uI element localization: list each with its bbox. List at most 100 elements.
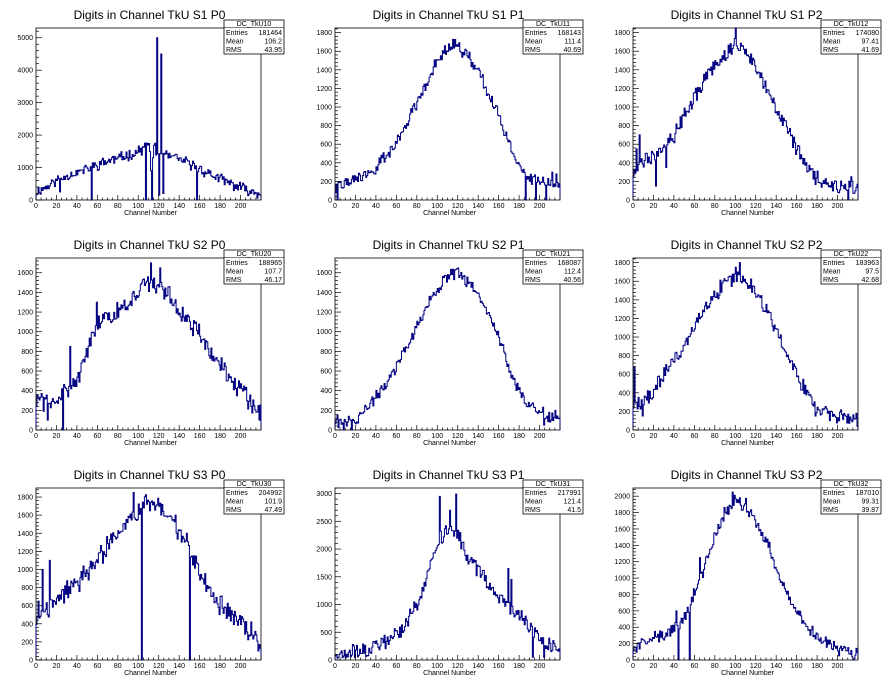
y-tick-label: 1800	[614, 510, 630, 517]
stats-mean-label: Mean	[823, 269, 841, 276]
y-tick-label: 1000	[17, 329, 33, 336]
x-tick-label: 180	[214, 433, 226, 440]
x-tick-label: 140	[173, 663, 185, 670]
x-tick-label: 120	[452, 203, 464, 210]
histogram-series-line	[632, 262, 859, 430]
stats-box-frame	[820, 249, 882, 285]
stats-entries-value: 183963	[856, 260, 879, 267]
x-tick-label: 120	[153, 663, 165, 670]
stats-box: DC_TkU30 Entries 204992 Mean 101.9 RMS 47.49	[223, 479, 285, 515]
y-tick-label: 400	[21, 621, 33, 628]
x-tick-label: 0	[631, 433, 635, 440]
y-tick-label: 600	[618, 372, 630, 379]
x-tick-label: 160	[493, 433, 505, 440]
histogram-pad: Digits in Channel TkU S2 P2 0 20 40 60 80 100 1…	[614, 238, 882, 447]
histogram-pad: Digits in Channel TkU S3 P1 0 20 40 60 80 100 1…	[316, 468, 584, 677]
y-tick-label: 1000	[17, 567, 33, 574]
x-tick-label: 160	[493, 663, 505, 670]
stats-entries-value: 174080	[856, 30, 879, 37]
x-tick-label: 120	[452, 663, 464, 670]
stats-histogram-name: DC_TkU10	[237, 21, 272, 28]
x-tick-label: 200	[832, 203, 844, 210]
histogram-pad: Digits in Channel TkU S2 P0 0 20 40 60 80 100 1…	[17, 238, 285, 447]
x-tick-label: 140	[173, 433, 185, 440]
x-tick-label: 160	[791, 663, 803, 670]
y-tick-label: 200	[618, 409, 630, 416]
x-tick-label: 120	[750, 433, 762, 440]
y-tick-label: 1400	[316, 67, 332, 74]
y-tick-label: 200	[618, 179, 630, 186]
histogram-series-line	[35, 262, 262, 431]
stats-rms-value: 40.56	[563, 277, 581, 284]
stats-box: DC_TkU32 Entries 187010 Mean 99.31 RMS 39.87	[820, 479, 882, 515]
x-tick-label: 80	[114, 663, 122, 670]
x-tick-label: 160	[194, 203, 206, 210]
x-tick-label: 80	[114, 433, 122, 440]
histogram-pad: Digits in Channel TkU S1 P0 0 20 40 60 80 100 1…	[17, 8, 285, 217]
stats-entries-value: 181464	[259, 30, 282, 37]
x-tick-label: 120	[750, 203, 762, 210]
x-tick-label: 60	[392, 433, 400, 440]
y-tick-label: 2000	[614, 494, 630, 501]
x-tick-label: 180	[513, 203, 525, 210]
y-tick-label: 500	[320, 630, 332, 637]
stats-mean-value: 106.2	[264, 39, 282, 46]
y-tick-label: 800	[21, 349, 33, 356]
stats-mean-label: Mean	[226, 499, 244, 506]
x-axis-title: Channel Number	[721, 670, 775, 677]
y-tick-label: 600	[618, 608, 630, 615]
y-tick-label: 0	[29, 428, 33, 435]
stats-box: DC_TkU10 Entries 181464 Mean 106.2 RMS 43.95	[223, 19, 285, 55]
y-tick-label: 1000	[614, 576, 630, 583]
y-tick-label: 1600	[17, 270, 33, 277]
stats-rms-value: 46.17	[264, 277, 282, 284]
y-tick-label: 5000	[17, 35, 33, 42]
stats-entries-label: Entries	[226, 490, 248, 497]
x-tick-label: 100	[729, 663, 741, 670]
y-tick-label: 1800	[17, 495, 33, 502]
x-tick-label: 180	[811, 663, 823, 670]
y-tick-label: 0	[328, 658, 332, 665]
y-tick-label: 1000	[614, 335, 630, 342]
x-tick-label: 40	[73, 663, 81, 670]
y-tick-label: 1600	[614, 526, 630, 533]
x-tick-label: 60	[93, 203, 101, 210]
stats-entries-value: 217991	[558, 490, 581, 497]
x-tick-label: 140	[472, 433, 484, 440]
x-tick-label: 120	[153, 203, 165, 210]
y-tick-label: 800	[320, 123, 332, 130]
x-tick-label: 180	[513, 433, 525, 440]
chart-title: Digits in Channel TkU S1 P1	[373, 8, 525, 22]
y-tick-label: 1400	[614, 67, 630, 74]
y-tick-label: 1400	[17, 290, 33, 297]
stats-histogram-name: DC_TkU11	[536, 21, 570, 28]
histogram-pad: Digits in Channel TkU S1 P1 0 20 40 60 80 100 1…	[316, 8, 584, 217]
x-tick-label: 40	[73, 433, 81, 440]
x-tick-label: 200	[534, 433, 546, 440]
x-tick-label: 160	[791, 433, 803, 440]
y-tick-label: 200	[21, 408, 33, 415]
x-tick-label: 100	[431, 663, 443, 670]
y-tick-label: 1200	[17, 310, 33, 317]
stats-rms-label: RMS	[823, 47, 839, 54]
x-tick-label: 140	[472, 663, 484, 670]
y-tick-label: 1800	[614, 30, 630, 37]
stats-entries-label: Entries	[226, 260, 248, 267]
x-tick-label: 100	[132, 433, 144, 440]
stats-mean-label: Mean	[823, 39, 841, 46]
y-tick-label: 1600	[614, 49, 630, 56]
x-axis-title: Channel Number	[721, 440, 775, 447]
y-tick-label: 800	[618, 592, 630, 599]
x-tick-label: 40	[372, 433, 380, 440]
x-tick-label: 20	[352, 203, 360, 210]
y-tick-label: 1400	[17, 531, 33, 538]
y-tick-label: 800	[21, 585, 33, 592]
y-tick-label: 1800	[316, 30, 332, 37]
y-tick-label: 200	[320, 408, 332, 415]
histogram-series-line	[334, 38, 561, 201]
stats-rms-value: 41.5	[567, 507, 581, 514]
x-tick-label: 120	[452, 433, 464, 440]
y-tick-label: 800	[618, 353, 630, 360]
stats-entries-label: Entries	[823, 490, 845, 497]
stats-entries-label: Entries	[823, 260, 845, 267]
